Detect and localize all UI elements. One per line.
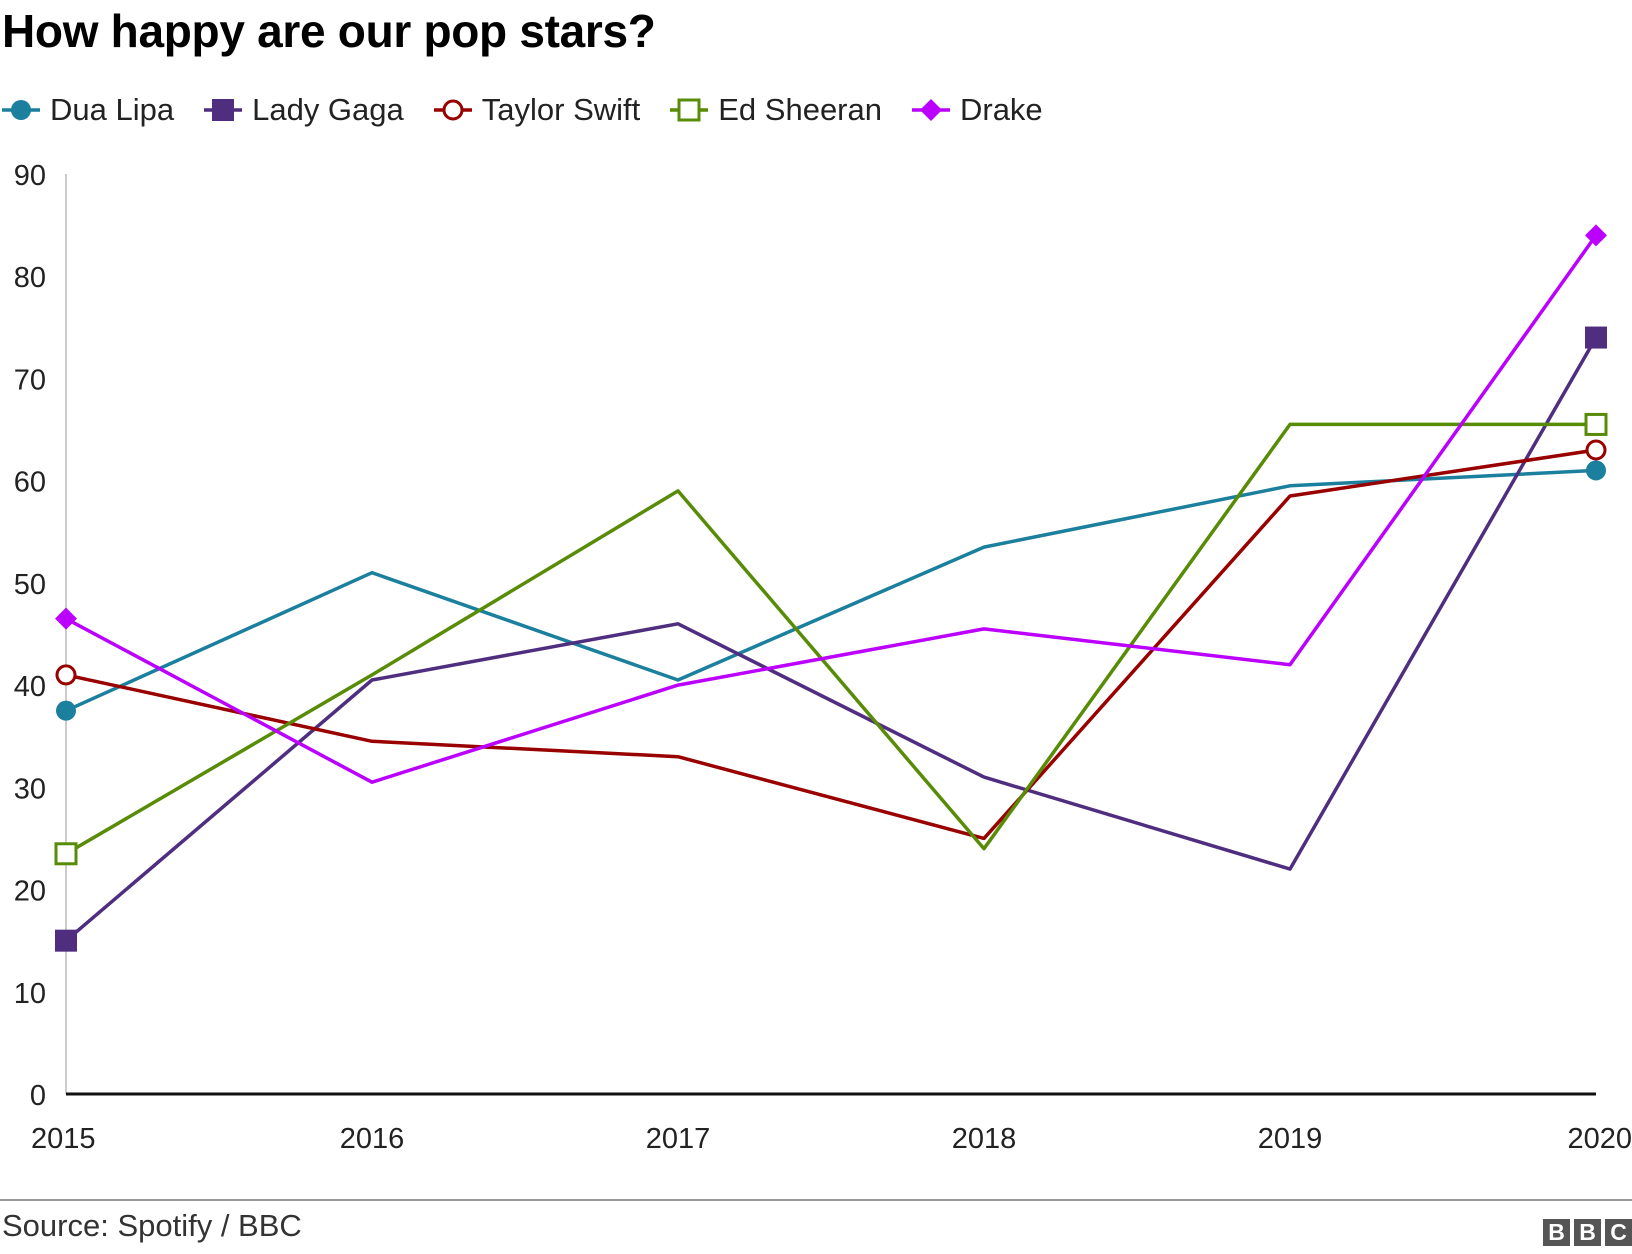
legend-label: Ed Sheeran [718,92,882,127]
legend-swatch-marker [11,100,31,120]
y-tick-label: 80 [14,262,46,294]
bbc-logo-letter: B [1543,1219,1570,1246]
data-point-lady-gaga [1585,326,1607,349]
legend-swatch-marker [919,99,942,121]
legend-swatch-drake [911,99,950,121]
source-note: Source: Spotify / BBC [2,1208,302,1243]
y-tick-label: 20 [14,876,46,908]
legend-swatch-marker [442,99,464,121]
legend-swatch-dua-lipa [2,100,40,120]
series-line-lady-gaga [64,335,1598,943]
x-tick-label: 2019 [1258,1123,1323,1155]
series-line-drake [64,233,1598,784]
legend-label: Drake [959,92,1043,127]
legend-swatch-marker [677,98,701,122]
line-chart-svg: 0 10 20 30 40 50 60 70 80 90 2015 2016 2017 2018 2019 2… [14,160,1632,1155]
y-tick-label: 0 [30,1080,46,1112]
y-tick-label: 10 [14,978,46,1010]
x-tick-label: 2020 [1567,1123,1632,1155]
data-point-ed-sheeran [1584,412,1608,436]
legend-item-lady-gaga: Lady Gaga [202,92,404,128]
y-tick-label: 50 [14,569,46,601]
legend-item-taylor-swift: Taylor Swift [432,92,640,128]
legend-item-ed-sheeran: Ed Sheeran [668,92,882,128]
bbc-logo-letter: B [1574,1219,1601,1246]
y-tick-label: 60 [14,467,46,499]
legend-swatch-marker [212,99,235,121]
x-tick-label: 2016 [340,1123,405,1155]
y-tick-label: 70 [14,364,46,396]
footer-divider [0,1199,1632,1201]
data-point-taylor-swift [1585,439,1607,461]
legend-swatch-lady-gaga [204,99,243,121]
data-point-drake [1585,224,1607,247]
x-tick-label: 2015 [31,1123,96,1155]
series-line-dua-lipa [64,468,1598,713]
series-line-ed-sheeran [64,422,1598,856]
series-line-taylor-swift [64,448,1598,841]
line-chart: 0 10 20 30 40 50 60 70 80 90 2015 2016 2017 2018 2019 2… [14,160,1632,1155]
legend-swatch-taylor-swift [433,99,472,121]
data-point-dua-lipa [1586,460,1606,481]
x-tick-label: 2017 [646,1123,711,1155]
y-tick-label: 40 [14,671,46,703]
legend-swatch-ed-sheeran [670,98,709,122]
legend-item-dua-lipa: Dua Lipa [0,92,174,128]
y-tick-label: 90 [14,160,46,192]
x-tick-label: 2018 [952,1123,1017,1155]
chart-title: How happy are our pop stars? [2,5,656,57]
chart-legend: Dua Lipa Lady Gaga Taylor Swift Ed Sheeran D… [0,86,1071,134]
data-point-taylor-swift [55,664,77,686]
data-point-lady-gaga [55,929,77,952]
bbc-logo-letter: C [1605,1219,1632,1246]
data-point-ed-sheeran [54,842,78,866]
legend-label: Lady Gaga [252,92,404,127]
legend-item-drake: Drake [910,92,1043,128]
data-point-drake [55,607,77,630]
legend-label: Taylor Swift [481,92,641,127]
bbc-logo: B B C [1539,1219,1632,1246]
legend-label: Dua Lipa [50,92,175,127]
data-point-dua-lipa [56,700,76,721]
y-tick-label: 30 [14,773,46,805]
